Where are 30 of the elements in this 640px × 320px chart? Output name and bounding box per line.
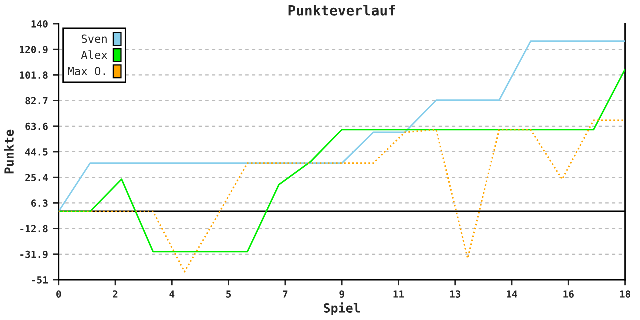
legend-label: Sven bbox=[82, 34, 107, 44]
y-tick-label: 6.3 bbox=[32, 200, 48, 208]
legend-label: Max O. bbox=[68, 67, 106, 76]
y-tick-label: -51 bbox=[32, 276, 48, 284]
x-tick-label: 11 bbox=[394, 290, 404, 298]
legend-label: Alex bbox=[81, 50, 108, 60]
line-series bbox=[58, 68, 626, 253]
x-tick-label: 18 bbox=[620, 290, 631, 298]
y-tick-label: 101.8 bbox=[20, 72, 48, 80]
x-tick-label: 14 bbox=[507, 290, 518, 298]
y-tick-label: 25.4 bbox=[26, 174, 48, 182]
y-tick-label: 120.9 bbox=[20, 46, 48, 54]
x-tick-label: 2 bbox=[113, 290, 118, 298]
x-axis-title: Spiel bbox=[324, 302, 360, 316]
y-tick-label: 44.5 bbox=[26, 148, 48, 156]
x-tick-label: 4 bbox=[170, 290, 175, 298]
chart-title: Punkteverlauf bbox=[288, 5, 396, 16]
y-tick-label: -31.9 bbox=[20, 250, 48, 258]
x-tick-label: 0 bbox=[56, 290, 62, 298]
y-tick-label: -12.8 bbox=[20, 225, 48, 233]
y-tick-label: 140 bbox=[32, 20, 48, 28]
x-tick-label: 9 bbox=[340, 290, 344, 298]
line-series bbox=[58, 120, 626, 273]
y-tick-label: 82.7 bbox=[26, 97, 48, 105]
x-tick-label: 5 bbox=[226, 290, 232, 298]
x-tick-label: 16 bbox=[564, 290, 574, 298]
x-tick-label: 7 bbox=[283, 290, 288, 298]
y-axis-title: Punkte bbox=[4, 130, 14, 174]
x-tick-label: 13 bbox=[450, 290, 461, 298]
y-tick-label: 63.6 bbox=[26, 122, 48, 130]
